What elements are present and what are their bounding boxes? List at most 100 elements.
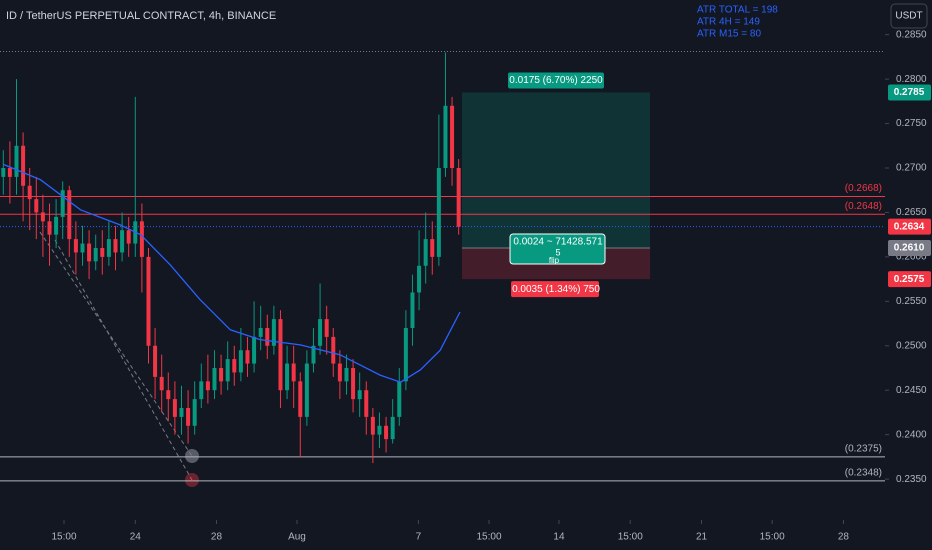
x-tick-label: 15:00 xyxy=(760,532,785,543)
indicator: ATR TOTAL = 198 xyxy=(697,5,778,16)
candle-body xyxy=(417,265,422,293)
moving-average xyxy=(3,163,461,383)
candle-body xyxy=(364,390,369,417)
candle-body xyxy=(87,243,92,262)
candle-body xyxy=(205,381,210,391)
candle-body xyxy=(304,363,309,417)
candle-body xyxy=(54,216,59,235)
candle-body xyxy=(278,319,283,391)
target-zone xyxy=(461,92,651,248)
candle-body xyxy=(100,248,105,257)
price-badge xyxy=(888,84,931,101)
x-tick-label: Aug xyxy=(288,532,306,543)
candle-body xyxy=(159,376,164,391)
candle-body xyxy=(344,368,349,382)
candle-body xyxy=(113,239,118,253)
price-badge-label: 0.2610 xyxy=(894,243,925,254)
y-tick-label: 0.2350 xyxy=(896,474,927,485)
y-tick-label: 0.2450 xyxy=(896,385,927,396)
candle-body xyxy=(351,368,356,400)
candle-body xyxy=(199,381,204,400)
candle-body xyxy=(258,328,263,337)
candle-body xyxy=(27,185,32,200)
candle-body xyxy=(311,345,316,364)
candle-body xyxy=(456,168,461,227)
candle-body xyxy=(47,221,52,235)
y-tick-label: 0.2550 xyxy=(896,296,927,307)
candle-body xyxy=(410,292,415,328)
candle-body xyxy=(93,248,98,262)
candle-body xyxy=(377,425,382,435)
candle-body xyxy=(397,381,402,417)
qty-label: 5 xyxy=(556,247,561,257)
x-tick-label: 15:00 xyxy=(52,532,77,543)
y-tick-label: 0.2800 xyxy=(896,74,927,85)
candle-body xyxy=(146,256,151,346)
candle-body xyxy=(67,190,72,240)
candle-body xyxy=(318,319,323,346)
candle-body xyxy=(106,239,111,257)
candle-body xyxy=(1,168,6,177)
flip-label: flip xyxy=(549,256,560,265)
candle-body xyxy=(153,345,158,377)
candle-body xyxy=(384,425,389,440)
candle-body xyxy=(34,199,39,213)
y-tick-label: 0.2650 xyxy=(896,207,927,218)
entry-label-box xyxy=(509,233,606,265)
price-badge xyxy=(888,240,931,256)
candle-body xyxy=(331,336,336,364)
candle-body xyxy=(245,350,250,364)
y-tick-label: 0.2850 xyxy=(896,29,927,40)
currency-button[interactable] xyxy=(890,3,928,29)
candle-body xyxy=(7,168,12,177)
candle-body xyxy=(443,105,448,168)
candle-body xyxy=(73,239,78,253)
trend-line xyxy=(39,231,193,457)
candle-body xyxy=(192,399,197,426)
price-badge-label: 0.2634 xyxy=(894,221,925,232)
x-tick-label: 24 xyxy=(130,532,142,543)
target-label-box xyxy=(508,72,605,89)
x-tick-label: 28 xyxy=(211,532,223,543)
candle-body xyxy=(238,350,243,373)
stop-label-box xyxy=(511,281,600,298)
candle-body xyxy=(390,416,395,440)
candle-body xyxy=(60,190,65,217)
candle-body xyxy=(403,328,408,382)
candle-body xyxy=(450,105,455,168)
y-tick-label: 0.2500 xyxy=(896,340,927,351)
candle-body xyxy=(21,145,26,186)
indicator: ATR 4H = 149 xyxy=(697,17,760,28)
candle-body xyxy=(370,416,375,435)
candle-body xyxy=(212,368,217,391)
point-marker xyxy=(185,449,199,463)
candle-body xyxy=(120,230,125,253)
currency-label[interactable]: USDT xyxy=(895,11,922,22)
price-badge xyxy=(888,271,931,288)
x-tick-label: 15:00 xyxy=(618,532,643,543)
y-tick-label: 0.2750 xyxy=(896,118,927,129)
level-label: (0.2348) xyxy=(845,468,882,479)
point-marker xyxy=(185,473,199,487)
candle-body xyxy=(430,239,435,257)
candle-body xyxy=(14,145,19,177)
level-label: (0.2648) xyxy=(845,201,882,212)
candle-body xyxy=(172,399,177,417)
price-badge-label: 0.2785 xyxy=(894,87,925,98)
price-badge-label: 0.2575 xyxy=(894,274,925,285)
x-tick-label: 15:00 xyxy=(477,532,502,543)
candle-body xyxy=(298,381,303,417)
x-tick-label: 7 xyxy=(416,532,422,543)
candle-body xyxy=(166,390,171,400)
candle-body xyxy=(423,239,428,266)
candle-body xyxy=(285,363,290,391)
candle-body xyxy=(80,243,85,253)
candle-body xyxy=(271,319,276,346)
candle-body xyxy=(357,390,362,400)
y-tick-label: 0.2400 xyxy=(896,429,927,440)
candle-body xyxy=(291,363,296,382)
candle-body xyxy=(40,212,45,222)
